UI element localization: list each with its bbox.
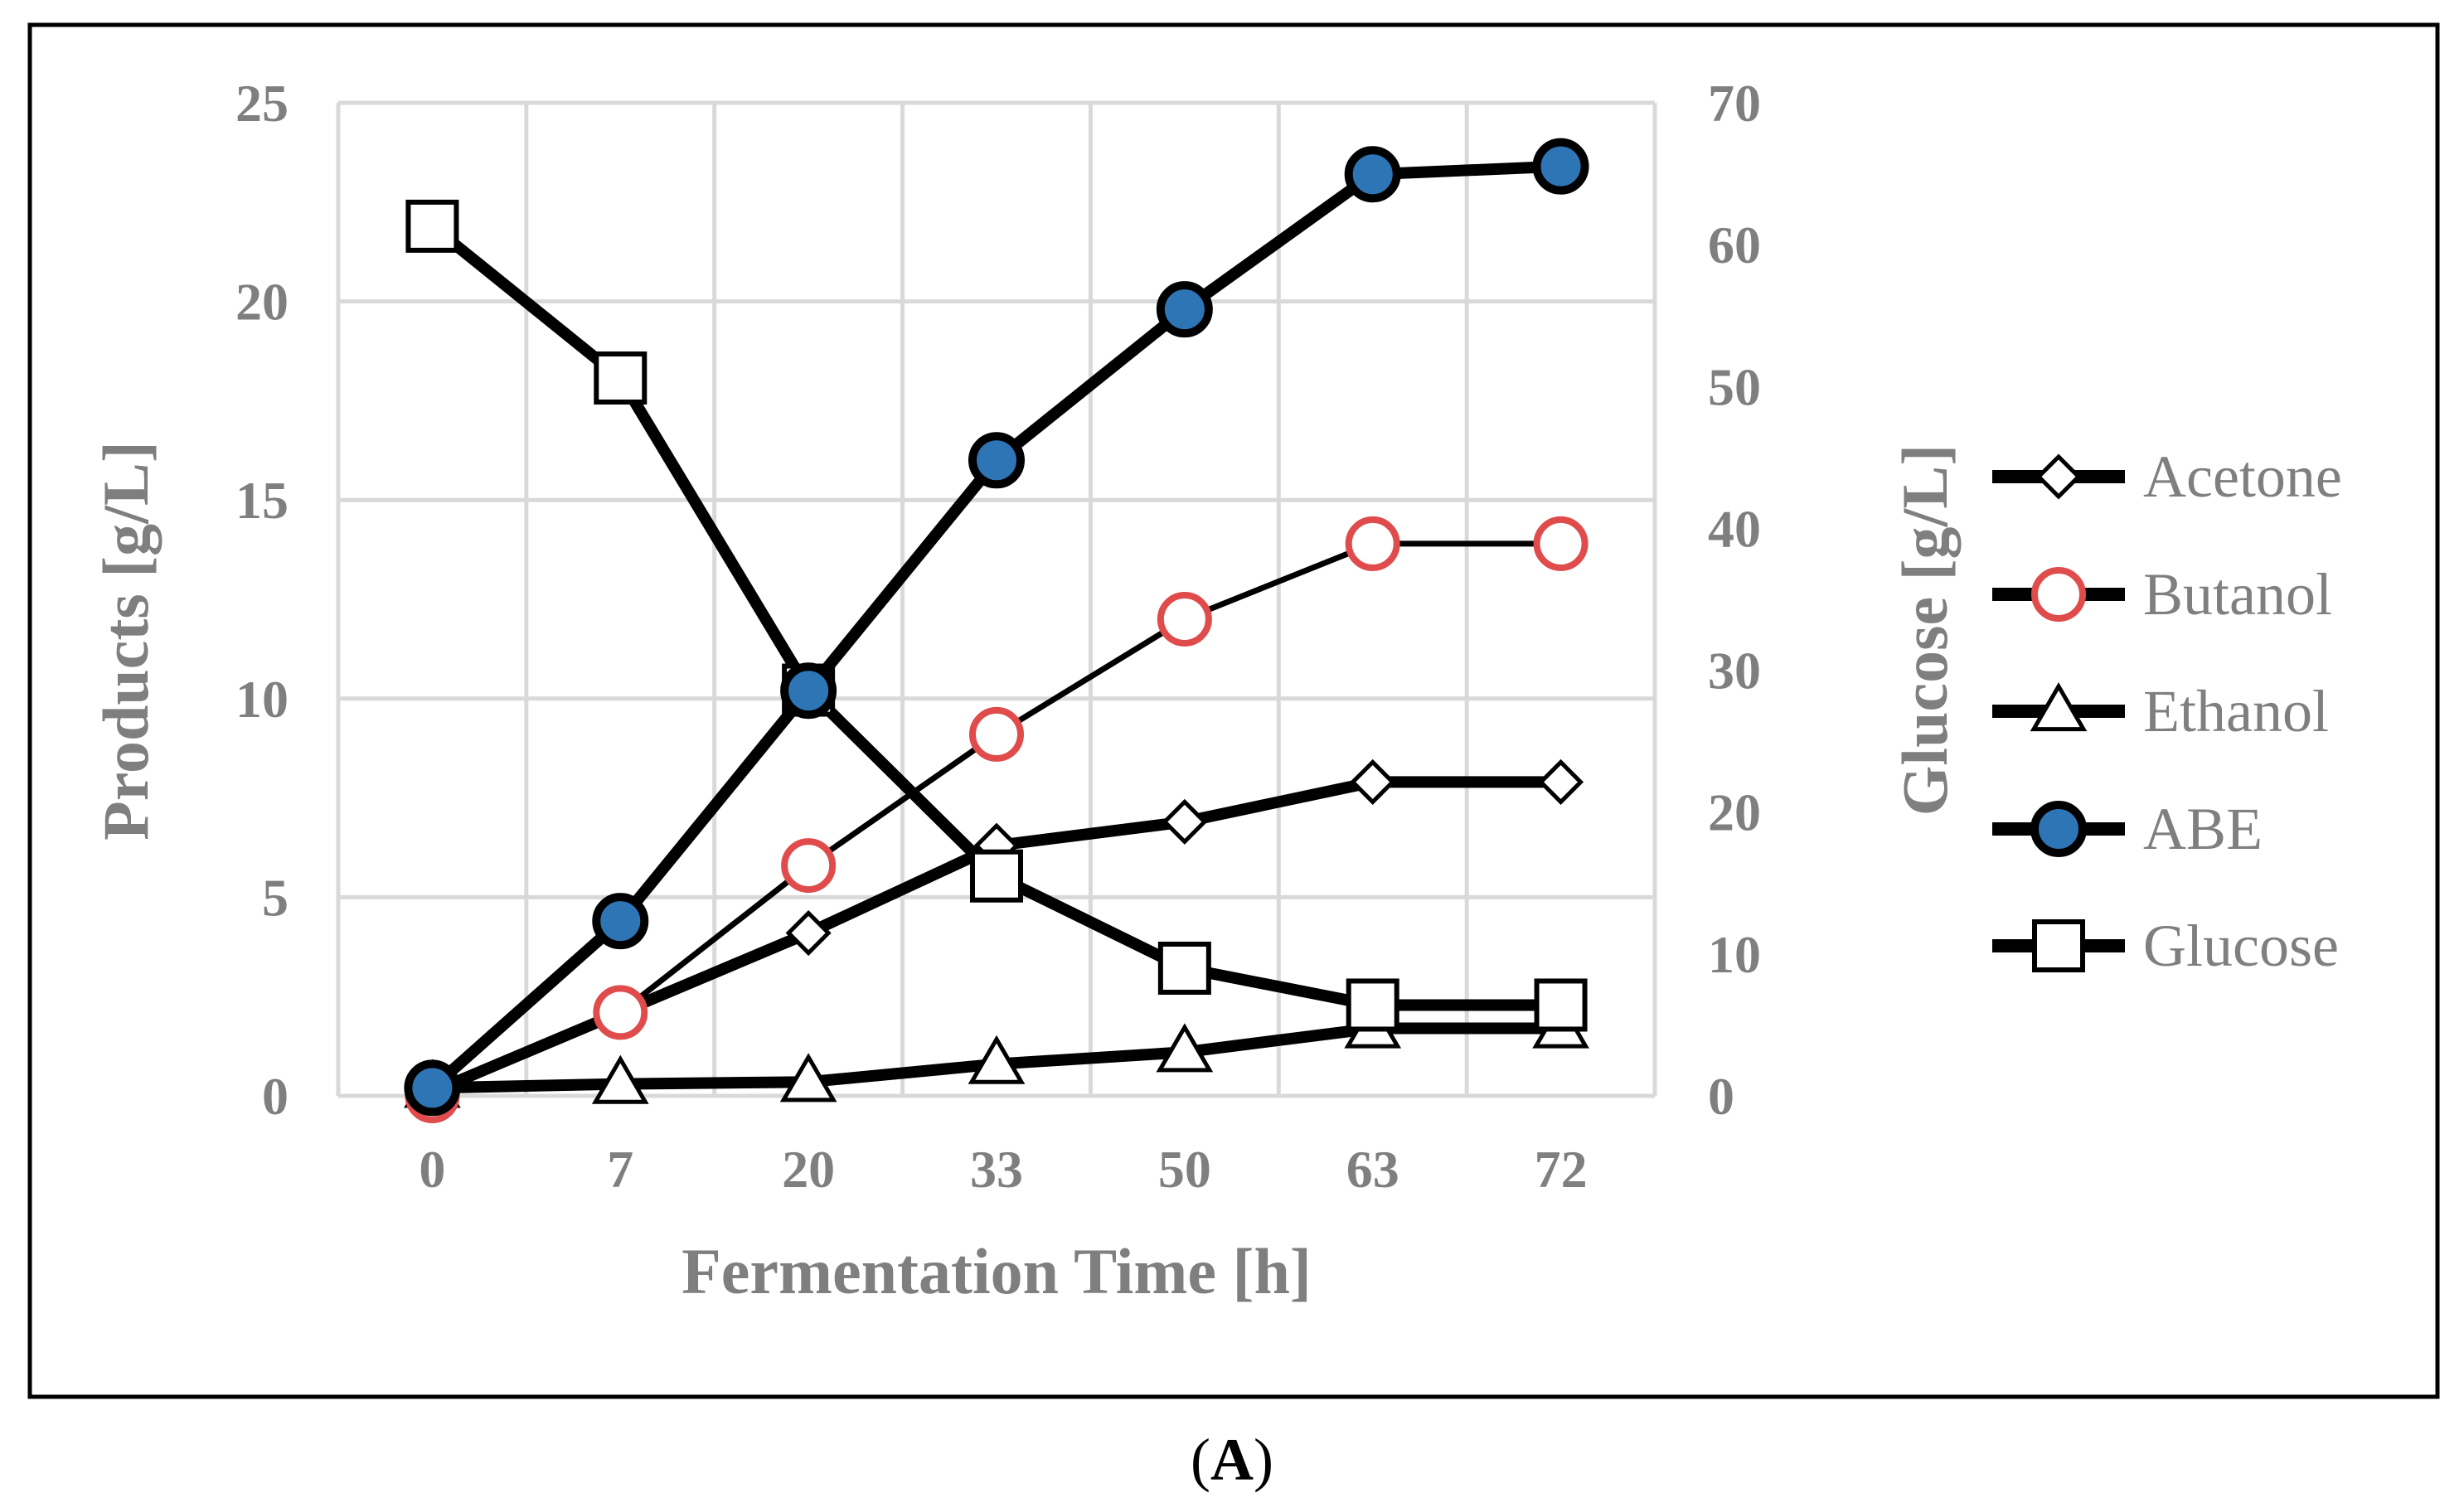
ethanol-point [591,1054,649,1104]
y-tick-label: 10 [235,670,289,729]
legend-marker [2035,453,2082,500]
glucose-point [1534,978,1588,1032]
y2-tick-label: 0 [1708,1067,1734,1126]
legend-label: Glucose [2143,913,2339,979]
acetone-point [1538,758,1584,805]
acetone-point [785,909,832,957]
panel-label-letter: A [1210,1427,1254,1493]
legend-item-glucose: Glucose [1992,913,2339,979]
legend-marker [2031,567,2086,622]
y2-tick-label: 50 [1708,357,1761,416]
abe-point [780,662,837,720]
ethanol-point [779,1053,837,1102]
y2-tick-label: 20 [1708,783,1761,842]
y-axis-title: Products [g/L] [90,441,162,841]
glucose-point [970,849,1023,903]
y-tick-label: 0 [262,1067,289,1126]
x-tick-label: 72 [1535,1140,1588,1199]
legend-item-acetone: Acetone [1992,443,2342,510]
legend-item-abe: ABE [1992,796,2263,862]
acetone-point [1162,798,1208,845]
legend-label: Butanol [2143,561,2332,628]
legend-marker [2032,919,2085,972]
y-tick-label: 15 [235,471,289,530]
ethanol-point [1156,1023,1214,1073]
abe-point [1532,138,1589,195]
butanol-series [405,516,1589,1123]
legend-label: Ethanol [2143,678,2329,744]
glucose-point [1346,978,1399,1032]
legend-marker [2030,801,2087,857]
butanol-point [1345,516,1400,571]
butanol-point [969,706,1024,762]
legend: Acetone Butanol Ethanol ABE Glucose [1992,443,2342,979]
x-tick-label: 7 [607,1140,633,1199]
acetone-point [1350,758,1396,805]
y2-tick-label: 30 [1708,642,1761,700]
butanol-point [781,838,837,894]
panel-label-paren: ( [1191,1427,1210,1493]
glucose-point [1157,941,1211,995]
butanol-point [1533,516,1589,571]
gridlines [336,100,1657,1098]
x-axis-title: Fermentation Time [h] [681,1235,1312,1307]
y-tick-label: 25 [235,74,289,133]
abe-series [404,138,1589,1117]
y2-tick-label: 60 [1708,216,1761,274]
butanol-point [593,985,648,1040]
x-tick-label: 33 [970,1140,1023,1199]
y2-tick-label: 70 [1708,74,1761,133]
butanol-point [1157,591,1212,647]
legend-marker [2030,682,2088,732]
abe-point [592,893,649,950]
y2-axis-title: Glucose [g/L] [1889,444,1961,816]
x-tick-label: 0 [419,1140,445,1199]
legend-label: Acetone [2143,443,2342,510]
legend-item-ethanol: Ethanol [1992,678,2329,744]
ethanol-point [968,1035,1026,1084]
plot-area [404,138,1589,1123]
tick-labels: 0 5 10 15 20 25 0 10 20 30 40 50 60 70 0 7 20 33 50 63 72 [235,74,1761,1199]
x-tick-label: 50 [1158,1140,1211,1199]
legend-item-butanol: Butanol [1992,561,2332,628]
y2-tick-label: 10 [1708,925,1761,984]
y-tick-label: 5 [262,868,289,927]
legend-label: ABE [2143,796,2263,862]
abe-point [1344,146,1401,203]
abe-point [1156,281,1213,338]
y-tick-label: 20 [235,273,289,332]
x-tick-label: 20 [782,1140,835,1199]
panel-label-paren: ) [1254,1427,1273,1493]
glucose-point [594,351,648,405]
glucose-point [405,199,459,253]
y2-tick-label: 40 [1708,499,1761,558]
x-tick-label: 63 [1346,1140,1399,1199]
abe-point [968,432,1025,489]
abe-point [404,1059,461,1117]
panel-label: (A) [1191,1427,1273,1493]
